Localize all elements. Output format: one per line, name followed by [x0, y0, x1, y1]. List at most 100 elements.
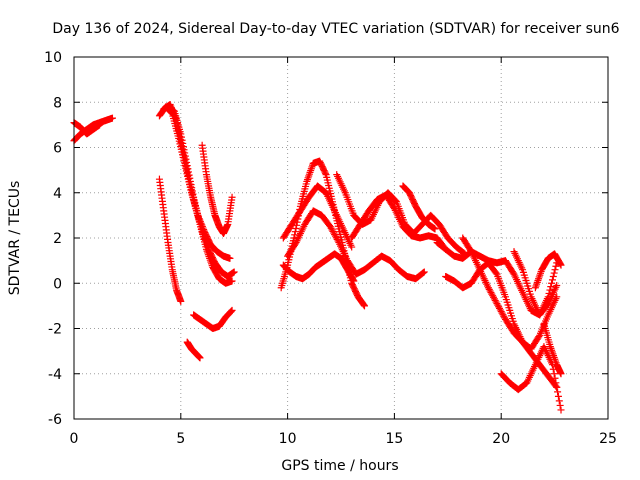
data-point [184, 168, 192, 176]
data-point [227, 308, 235, 316]
y-tick-label: 10 [44, 50, 62, 66]
data-point [466, 246, 474, 254]
plot-frame [73, 56, 609, 420]
data-point [548, 279, 556, 287]
data-point [551, 266, 559, 274]
data-point [332, 234, 340, 242]
data-point [180, 146, 188, 154]
data-point [196, 354, 204, 362]
data-point [179, 143, 187, 151]
x-tick-label: 20 [492, 431, 510, 447]
data-point [226, 254, 234, 262]
series-arc-06 [155, 175, 185, 305]
data-point [330, 229, 338, 237]
data-point [228, 193, 236, 201]
data-point [486, 287, 494, 295]
data-point [420, 268, 428, 276]
data-point [500, 312, 508, 320]
data-point [557, 370, 565, 378]
data-point [291, 228, 299, 236]
data-point [179, 139, 187, 147]
data-point [321, 169, 329, 177]
data-point [177, 130, 185, 138]
data-point [360, 302, 368, 310]
data-point [181, 152, 189, 160]
data-point [189, 190, 197, 198]
x-tick-label: 10 [279, 431, 297, 447]
data-point [535, 333, 543, 341]
series-arc-09 [198, 141, 236, 237]
data-point [553, 282, 561, 290]
data-point [499, 311, 507, 319]
data-point [557, 406, 565, 414]
data-point [547, 283, 555, 291]
data-point [188, 184, 196, 192]
data-point [491, 296, 499, 304]
data-point [489, 292, 497, 300]
data-point [550, 370, 558, 378]
data-point [227, 307, 235, 315]
series-arc-20 [497, 343, 565, 414]
data-point [554, 388, 562, 396]
data-point [556, 401, 564, 409]
data-point [485, 285, 493, 293]
x-tick-labels: 0 5 10 15 20 25 [70, 431, 617, 447]
data-point [555, 397, 563, 405]
data-point [553, 383, 561, 391]
data-point [188, 187, 196, 195]
data-point [333, 235, 341, 243]
data-point [181, 149, 189, 157]
x-tick-label: 5 [176, 431, 185, 447]
data-point [494, 301, 502, 309]
data-point [329, 227, 337, 235]
data-point [419, 269, 427, 277]
data-point [348, 243, 356, 251]
data-point [549, 272, 557, 280]
data-point [431, 225, 439, 233]
data-point [390, 203, 398, 211]
x-axis-label: GPS time / hours [281, 458, 398, 474]
data-point [546, 286, 554, 294]
data-point [228, 306, 236, 314]
series-arc-23 [540, 320, 565, 378]
series-arc-16 [399, 182, 439, 233]
data-point [490, 293, 498, 301]
series-arc-11 [279, 250, 358, 285]
data-point [183, 158, 191, 166]
data-point [184, 165, 192, 173]
data-point [108, 114, 116, 122]
series-arc-07 [183, 338, 204, 362]
data-point [228, 277, 236, 285]
data-point [487, 289, 495, 297]
data-points [70, 101, 565, 414]
data-point [498, 309, 506, 317]
data-point [349, 276, 357, 284]
series-arc-02 [70, 119, 104, 138]
data-point [292, 224, 300, 232]
data-point [484, 284, 492, 292]
y-tick-label: 2 [53, 231, 62, 247]
data-point [557, 261, 565, 269]
data-point [488, 290, 496, 298]
series-arc-08 [190, 306, 236, 332]
data-point [554, 392, 562, 400]
chart-title: Day 136 of 2024, Sidereal Day-to-day VTE… [52, 21, 619, 37]
data-point [177, 133, 185, 141]
y-axis-label: SDTVAR / TECUs [7, 181, 23, 296]
y-tick-label: -4 [48, 367, 62, 383]
series-arc-22 [531, 250, 565, 292]
series-arc-12 [279, 182, 356, 251]
data-point [544, 293, 552, 301]
y-tick-label: 0 [53, 276, 62, 292]
data-point [501, 314, 509, 322]
series-arc-13 [284, 207, 428, 283]
data-point [419, 269, 427, 277]
data-point [556, 260, 564, 268]
data-point [326, 223, 334, 231]
data-point [230, 268, 238, 276]
data-point [551, 374, 559, 382]
data-point [552, 262, 560, 270]
data-point [496, 306, 504, 314]
x-tick-label: 0 [70, 431, 79, 447]
